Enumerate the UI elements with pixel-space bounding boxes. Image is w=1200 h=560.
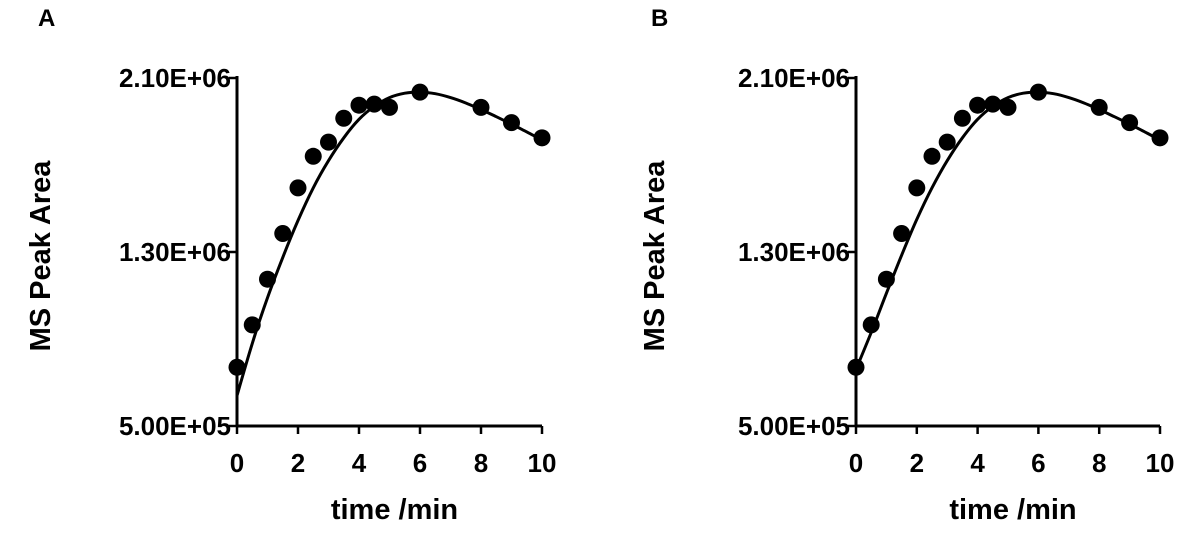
panel-label: B: [651, 5, 668, 32]
data-point: [381, 98, 398, 116]
data-point: [228, 358, 246, 376]
y-tick-label: 5.00E+05: [738, 411, 850, 441]
x-tick-label: 10: [528, 448, 557, 478]
data-point: [335, 109, 353, 127]
data-point: [365, 95, 383, 113]
x-tick-label: 2: [910, 448, 924, 478]
data-point: [877, 270, 895, 288]
x-tick-label: 4: [352, 448, 367, 478]
data-point: [938, 133, 956, 151]
data-point: [1090, 98, 1108, 116]
data-point: [1121, 114, 1139, 132]
data-point: [289, 179, 307, 197]
y-tick-label: 1.30E+06: [119, 237, 231, 267]
x-tick-label: 0: [849, 448, 863, 478]
data-point: [304, 147, 322, 165]
y-axis-title: MS Peak Area: [25, 160, 57, 352]
x-tick-label: 4: [970, 448, 985, 478]
x-tick-label: 2: [291, 448, 305, 478]
data-point: [320, 133, 337, 151]
data-point: [908, 179, 926, 197]
panel-label: A: [38, 5, 55, 32]
data-point: [893, 225, 911, 243]
x-axis-title: time /min: [949, 494, 1076, 526]
data-point: [411, 83, 429, 101]
data-point: [533, 129, 551, 147]
data-point: [862, 316, 880, 334]
y-tick-label: 2.10E+06: [738, 63, 850, 93]
x-axis-title: time /min: [331, 494, 458, 526]
data-point: [923, 147, 941, 165]
data-point: [1029, 83, 1047, 101]
data-point: [953, 109, 971, 127]
data-point: [259, 270, 276, 288]
data-point: [1151, 129, 1169, 147]
y-axis-title: MS Peak Area: [639, 160, 671, 352]
data-point: [969, 96, 987, 114]
fit-curve: [854, 90, 1161, 370]
y-tick-label: 2.10E+06: [119, 63, 231, 93]
chart-panel-b: B 5.00E+05 1.30E+06 2.10E+06 0 2 4 6 8 10 time /mi…: [639, 5, 1174, 526]
data-point: [350, 96, 368, 114]
x-tick-label: 8: [1092, 448, 1106, 478]
data-point: [503, 114, 520, 132]
y-tick-label: 1.30E+06: [738, 237, 850, 267]
fit-curve: [235, 90, 543, 397]
x-tick-label: 8: [474, 448, 488, 478]
x-tick-label: 6: [1031, 448, 1045, 478]
x-tick-label: 10: [1146, 448, 1175, 478]
data-point: [472, 98, 490, 116]
x-tick-label: 6: [413, 448, 427, 478]
chart-panel-a: A 5.00E+05 1.30E+06 2.10E+06 0 2 4 6 8 10 time /mi…: [25, 5, 556, 526]
data-point: [847, 358, 865, 376]
data-point: [274, 225, 292, 243]
data-point: [243, 316, 261, 334]
data-point: [984, 95, 1002, 113]
x-tick-label: 0: [230, 448, 244, 478]
data-point: [999, 98, 1017, 116]
y-tick-label: 5.00E+05: [119, 411, 231, 441]
